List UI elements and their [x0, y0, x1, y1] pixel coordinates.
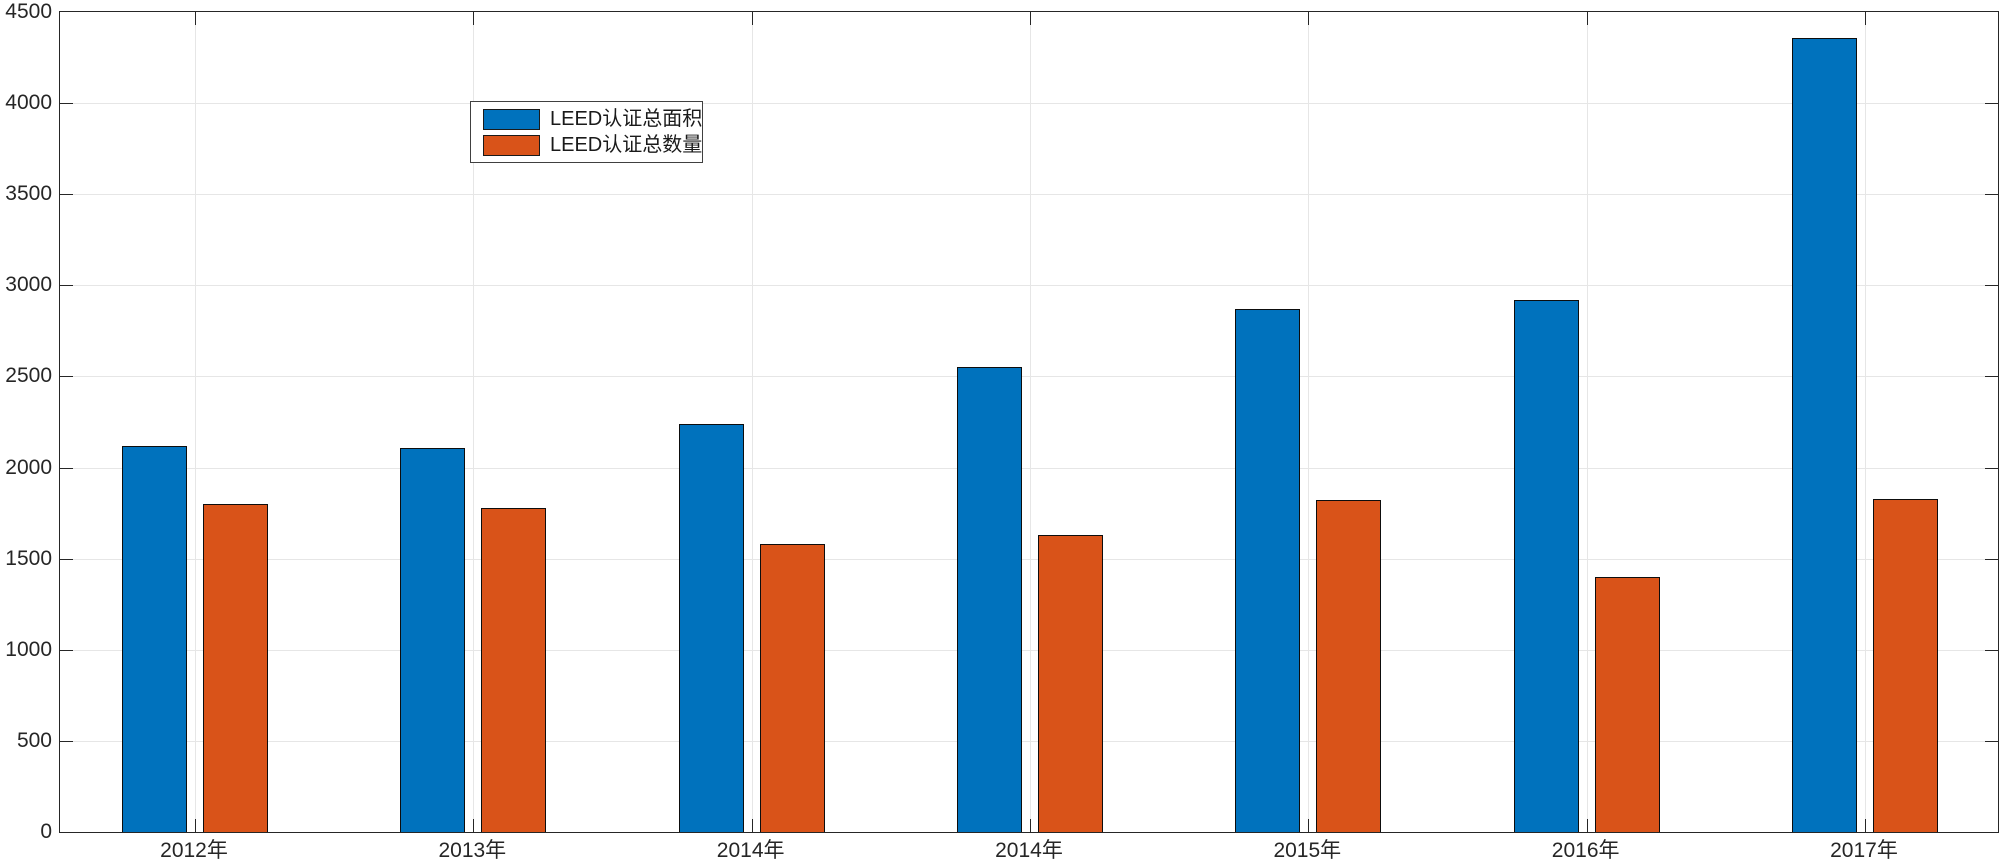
- y-tick-label: 1000: [5, 637, 52, 661]
- bar-area: [678, 423, 744, 832]
- x-tick-top: [195, 12, 196, 25]
- bar-area: [1513, 299, 1579, 832]
- y-tick-right: [1985, 376, 1998, 378]
- x-tick-label: 2013年: [438, 839, 507, 862]
- bar-count: [203, 504, 268, 832]
- y-tick-left: [60, 467, 73, 469]
- bar-count: [759, 544, 825, 832]
- legend-label: LEED认证总数量: [550, 134, 703, 156]
- gridline-horizontal: [60, 376, 1998, 378]
- bar-count: [1872, 498, 1938, 832]
- x-tick-bottom: [195, 819, 196, 832]
- gridline-vertical: [751, 12, 753, 832]
- x-tick-bottom: [1029, 819, 1031, 832]
- gridline-horizontal: [60, 740, 1998, 742]
- y-tick-left: [60, 649, 73, 651]
- y-tick-right: [1985, 285, 1998, 287]
- legend-swatch: [483, 134, 540, 156]
- y-tick-label: 1500: [5, 546, 52, 570]
- x-tick-top: [473, 12, 475, 25]
- y-tick-left: [60, 740, 73, 742]
- y-tick-left: [60, 558, 73, 560]
- bar-area: [1235, 309, 1301, 832]
- gridline-vertical: [195, 12, 196, 832]
- gridline-vertical: [1308, 12, 1310, 832]
- legend-swatch: [483, 108, 540, 130]
- x-tick-bottom: [751, 819, 753, 832]
- y-tick-right: [1985, 649, 1998, 651]
- bar-count: [1316, 500, 1382, 832]
- y-tick-left: [60, 285, 73, 287]
- x-tick-bottom: [1864, 819, 1866, 832]
- plot-area: [59, 11, 1999, 833]
- x-tick-top: [751, 12, 753, 25]
- x-tick-bottom: [473, 819, 475, 832]
- y-tick-label: 4500: [5, 0, 52, 23]
- gridline-vertical: [1029, 12, 1031, 832]
- gridline-horizontal: [60, 194, 1998, 196]
- gridline-horizontal: [60, 649, 1998, 651]
- bar-area: [1791, 37, 1857, 832]
- bar-count: [1594, 576, 1660, 832]
- y-tick-label: 3000: [5, 273, 52, 297]
- bar-count: [481, 507, 547, 832]
- y-tick-right: [1985, 740, 1998, 742]
- x-tick-label: 2017年: [1830, 839, 1898, 862]
- bar-count: [1037, 534, 1103, 832]
- legend-item: LEED认证总数量: [483, 134, 703, 156]
- bar-area: [956, 367, 1022, 832]
- y-tick-label: 0: [40, 820, 52, 843]
- y-tick-label: 3500: [5, 182, 52, 206]
- x-tick-top: [1864, 12, 1866, 25]
- gridline-horizontal: [60, 467, 1998, 469]
- y-tick-right: [1985, 103, 1998, 105]
- x-tick-label: 2012年: [160, 839, 228, 862]
- y-tick-label: 4000: [5, 91, 52, 115]
- y-tick-right: [1985, 194, 1998, 196]
- gridline-vertical: [473, 12, 475, 832]
- x-tick-label: 2014年: [995, 839, 1063, 862]
- x-tick-top: [1029, 12, 1031, 25]
- bar-area: [122, 445, 187, 832]
- x-tick-label: 2014年: [716, 839, 785, 862]
- x-tick-label: 2015年: [1273, 839, 1342, 862]
- y-tick-right: [1985, 558, 1998, 560]
- legend: LEED认证总面积 LEED认证总数量: [470, 101, 703, 163]
- y-tick-left: [60, 376, 73, 378]
- y-tick-label: 500: [16, 728, 52, 752]
- gridline-horizontal: [60, 103, 1998, 105]
- x-tick-bottom: [1586, 819, 1588, 832]
- x-tick-label: 2016年: [1551, 839, 1620, 862]
- gridline-vertical: [1864, 12, 1866, 832]
- y-tick-right: [1985, 467, 1998, 469]
- y-tick-left: [60, 194, 73, 196]
- y-tick-label: 2500: [5, 364, 52, 388]
- bar-area: [400, 447, 466, 832]
- gridline-vertical: [1586, 12, 1588, 832]
- x-tick-top: [1586, 12, 1588, 25]
- legend-label: LEED认证总面积: [550, 108, 703, 130]
- legend-item: LEED认证总面积: [483, 108, 703, 130]
- x-tick-bottom: [1308, 819, 1310, 832]
- gridline-horizontal: [60, 558, 1998, 560]
- x-tick-top: [1308, 12, 1310, 25]
- y-tick-label: 2000: [5, 455, 52, 479]
- y-tick-left: [60, 103, 73, 105]
- gridline-horizontal: [60, 285, 1998, 287]
